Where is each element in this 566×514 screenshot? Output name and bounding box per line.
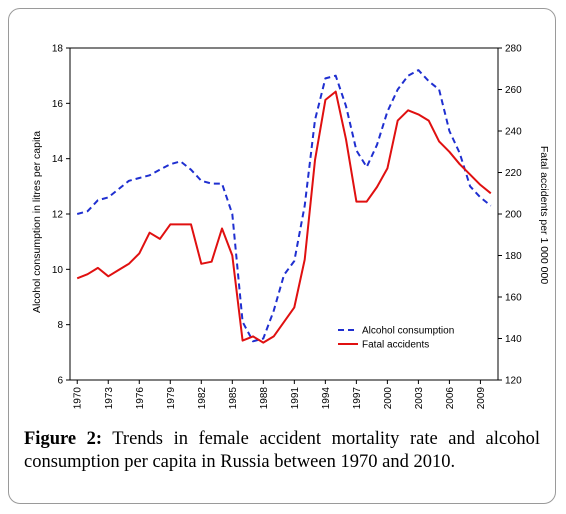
x-tick-label: 1988 [259,387,270,410]
y-left-tick-label: 12 [52,210,64,221]
x-tick-label: 1979 [166,387,177,410]
x-tick-label: 1970 [73,387,84,410]
legend-label-fatal: Fatal accidents [362,340,429,351]
caption-text: Trends in female accident mortality rate… [24,429,540,472]
x-tick-label: 1973 [104,387,115,410]
caption-label: Figure 2: [24,429,103,449]
x-tick-label: 2009 [476,387,487,410]
y-right-tick-label: 220 [505,168,522,179]
y-right-tick-label: 200 [505,210,522,221]
y-right-tick-label: 240 [505,127,522,138]
line-chart: 6 8 10 12 14 16 18 120 140 160 180 200 220 240 260 280 1… [31,44,550,410]
y-left-tick-label: 6 [57,376,63,387]
x-tick-label: 1991 [290,387,301,410]
x-tick-label: 2000 [383,387,394,410]
x-tick-label: 1982 [197,387,208,410]
series-line-alcohol-consumption [76,69,492,343]
series-line-fatal-accidents [76,90,492,344]
y-axis-left-label: Alcohol consumption in litres per capita [31,131,43,313]
y-left-tick-label: 16 [52,99,64,110]
y-right-tick-label: 280 [505,44,522,55]
x-tick-label: 1997 [352,387,363,410]
y-right-tick-label: 180 [505,251,522,262]
x-tick-label: 2003 [414,387,425,410]
figure-frame [8,8,556,504]
x-tick-label: 1976 [135,387,146,410]
x-tick-label: 1985 [228,387,239,410]
y-left-tick-label: 8 [57,320,63,331]
y-left-tick-label: 10 [52,265,64,276]
y-right-tick-label: 160 [505,293,522,304]
y-left-tick-label: 14 [52,154,64,165]
y-right-tick-label: 140 [505,334,522,345]
legend-label-alcohol: Alcohol consumption [362,326,454,337]
x-tick-label: 1994 [321,387,332,410]
y-right-tick-label: 260 [505,85,522,96]
y-right-tick-label: 120 [505,376,522,387]
y-axis-right-label: Fatal accidents per 1 000 000 [538,146,550,285]
legend: Alcohol consumption Fatal accidents [338,326,454,351]
y-left-tick-label: 18 [52,44,64,55]
x-tick-label: 2006 [445,387,456,410]
figure-caption: Figure 2: Trends in female accident mort… [24,428,540,474]
